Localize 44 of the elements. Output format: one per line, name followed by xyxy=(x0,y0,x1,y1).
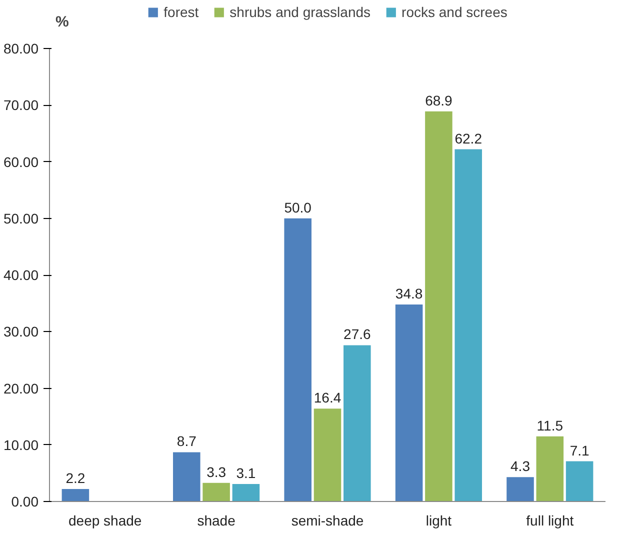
y-tick-label: 0.00 xyxy=(11,494,39,510)
bar xyxy=(202,482,230,502)
data-label: 3.1 xyxy=(236,464,256,481)
data-label: 3.3 xyxy=(206,464,226,480)
data-label: 34.8 xyxy=(395,285,423,302)
x-tick-label: deep shade xyxy=(68,512,142,528)
data-label: 2.2 xyxy=(66,470,86,486)
y-axis-title: % xyxy=(56,14,69,30)
y-tick-label: 20.00 xyxy=(3,380,39,396)
data-label: 7.1 xyxy=(570,442,590,458)
bar xyxy=(62,489,90,502)
data-label: 27.6 xyxy=(344,326,371,342)
y-tick-label: 50.00 xyxy=(3,210,39,226)
bar xyxy=(232,484,260,502)
data-label: 11.5 xyxy=(536,417,564,434)
bar xyxy=(454,149,482,502)
bar xyxy=(506,477,534,502)
legend-label: forest xyxy=(164,4,199,20)
bar xyxy=(314,408,342,502)
data-label: 8.7 xyxy=(176,433,197,450)
legend-label: rocks and screes xyxy=(402,4,508,20)
data-label: 68.9 xyxy=(425,92,453,108)
bar xyxy=(395,304,423,502)
x-tick-label: light xyxy=(426,512,452,528)
x-tick-label: semi-shade xyxy=(291,512,364,528)
y-tick-label: 70.00 xyxy=(3,97,39,114)
bar xyxy=(425,111,452,502)
y-tick-label: 80.00 xyxy=(3,40,39,56)
x-tick-label: full light xyxy=(526,512,574,528)
bar xyxy=(173,452,200,502)
data-label: 62.2 xyxy=(454,130,482,146)
data-label: 16.4 xyxy=(314,390,342,406)
x-tick-label: shade xyxy=(197,512,236,528)
legend-label: shrubs and grasslands xyxy=(230,4,371,20)
bar xyxy=(284,218,312,502)
data-label: 4.3 xyxy=(510,458,530,474)
y-tick-label: 10.00 xyxy=(3,436,39,453)
y-tick-label: 40.00 xyxy=(3,267,39,283)
data-label: 50.0 xyxy=(284,199,312,216)
bar xyxy=(344,345,371,502)
bar xyxy=(566,461,594,502)
y-tick-label: 60.00 xyxy=(3,154,39,170)
y-tick-label: 30.00 xyxy=(3,324,39,340)
bar xyxy=(536,436,564,502)
